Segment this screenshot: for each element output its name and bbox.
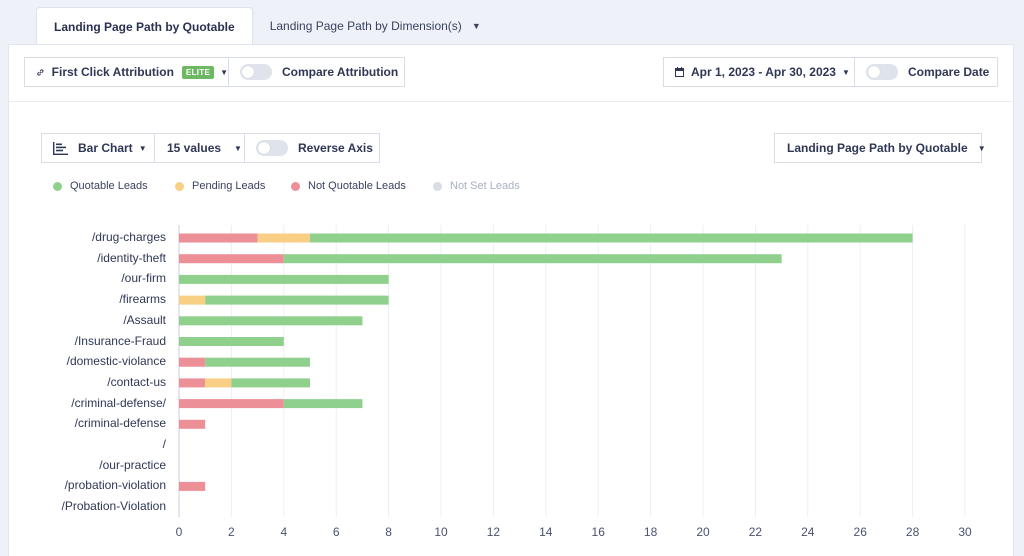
y-tick-label: /criminal-defense: [74, 416, 166, 431]
y-tick-label: /Probation-Violation: [61, 499, 166, 514]
legend-dot: [433, 181, 442, 191]
legend-item-quotable[interactable]: Quotable Leads: [53, 180, 148, 192]
caret-down-icon: ▼: [471, 21, 481, 31]
x-tick-label: 4: [280, 525, 287, 539]
attribution-label: First Click Attribution: [51, 65, 174, 79]
filter-toolbar: First Click Attribution ELITE ▼ Compare …: [9, 45, 1015, 102]
compare-attribution-toggle[interactable]: Compare Attribution: [228, 57, 405, 87]
x-tick-label: 20: [696, 525, 710, 539]
elite-badge: ELITE: [181, 65, 215, 79]
x-tick-label: 8: [385, 525, 392, 539]
legend-item-not-set[interactable]: Not Set Leads: [433, 180, 520, 192]
reverse-axis-label: Reverse Axis: [298, 141, 373, 155]
legend-label: Pending Leads: [192, 180, 266, 192]
x-tick-label: 16: [592, 525, 606, 539]
bar-segment-quotable[interactable]: [179, 274, 389, 284]
y-tick-label: /drug-charges: [91, 230, 166, 244]
y-tick-label: /Insurance-Fraud: [74, 333, 166, 348]
toggle-switch[interactable]: [866, 64, 898, 80]
toggle-switch[interactable]: [240, 64, 272, 80]
x-tick-label: 22: [749, 525, 763, 539]
legend-item-pending[interactable]: Pending Leads: [175, 180, 265, 192]
x-tick-label: 10: [434, 525, 448, 539]
tab-label: Landing Page Path by Dimension(s): [269, 19, 462, 33]
y-axis-labels: /drug-charges/identity-theft/our-firm/fi…: [9, 45, 166, 556]
x-tick-label: 12: [487, 525, 501, 539]
dimension-select-label: Landing Page Path by Quotable: [787, 141, 968, 155]
bar-segment-not-quotable[interactable]: [179, 399, 284, 409]
caret-down-icon: ▼: [977, 143, 986, 153]
caret-down-icon: ▼: [234, 143, 242, 153]
legend-dot: [291, 181, 300, 191]
y-tick-label: /identity-theft: [97, 250, 166, 265]
bar-segment-quotable[interactable]: [179, 337, 284, 346]
x-tick-label: 18: [644, 525, 658, 539]
bar-segment-pending[interactable]: [257, 233, 310, 243]
legend-label: Not Quotable Leads: [308, 180, 406, 192]
bar-segment-pending[interactable]: [179, 295, 206, 305]
compare-date-label: Compare Date: [908, 65, 990, 79]
bar-segment-quotable[interactable]: [231, 378, 310, 388]
bar-segment-not-quotable[interactable]: [179, 378, 206, 388]
date-range-value: Apr 1, 2023 - Apr 30, 2023: [691, 65, 836, 79]
legend-label: Not Set Leads: [450, 180, 520, 192]
bar-segment-quotable[interactable]: [205, 295, 389, 305]
x-tick-label: 24: [801, 525, 815, 539]
chart-type-dropdown[interactable]: Bar Chart ▼: [41, 133, 155, 163]
link-icon: [37, 68, 44, 76]
legend-label: Quotable Leads: [70, 180, 148, 192]
compare-attribution-label: Compare Attribution: [282, 65, 399, 79]
bar-segment-not-quotable[interactable]: [179, 233, 258, 243]
legend-item-not-quotable[interactable]: Not Quotable Leads: [291, 180, 406, 192]
report-panel: First Click Attribution ELITE ▼ Compare …: [8, 44, 1015, 556]
dimension-select[interactable]: Landing Page Path by Quotable ▼: [774, 133, 986, 163]
tab-landing-page-by-dimension[interactable]: Landing Page Path by Dimension(s) ▼: [253, 7, 498, 45]
bar-segment-quotable[interactable]: [283, 254, 782, 264]
y-tick-label: /: [162, 437, 166, 451]
bar-chart-icon: [53, 141, 68, 155]
bar-segment-pending[interactable]: [205, 378, 232, 388]
bar-segment-quotable[interactable]: [283, 399, 363, 409]
bar-segment-quotable[interactable]: [205, 357, 310, 367]
y-tick-label: /contact-us: [107, 374, 166, 389]
legend-dot: [175, 181, 184, 191]
attribution-dropdown[interactable]: First Click Attribution ELITE ▼: [24, 57, 229, 87]
compare-date-toggle[interactable]: Compare Date: [854, 57, 998, 87]
bar-segment-not-quotable[interactable]: [179, 481, 206, 491]
bar-segment-quotable[interactable]: [179, 316, 363, 326]
x-tick-label: 6: [333, 525, 340, 539]
y-tick-label: /our-firm: [121, 271, 166, 286]
bar-segment-not-quotable[interactable]: [179, 419, 206, 429]
caret-down-icon: ▼: [138, 143, 147, 153]
report-tabs: Landing Page Path by Quotable Landing Pa…: [36, 7, 498, 45]
y-tick-label: /domestic-violance: [66, 354, 166, 369]
chart-type-label: Bar Chart: [78, 141, 133, 155]
x-tick-label: 0: [176, 525, 183, 539]
bar-segment-not-quotable[interactable]: [179, 357, 206, 367]
values-count-label: 15 values: [167, 141, 222, 155]
bar-segment-quotable[interactable]: [310, 233, 913, 243]
x-tick-label: 2: [228, 525, 235, 539]
y-tick-label: /our-practice: [99, 457, 166, 472]
x-tick-label: 30: [958, 525, 972, 539]
bar-segment-not-quotable[interactable]: [179, 254, 284, 264]
y-tick-label: /firearms: [119, 292, 166, 307]
calendar-icon: [675, 67, 684, 77]
x-tick-label: 26: [854, 525, 868, 539]
toggle-switch[interactable]: [256, 140, 288, 156]
tab-landing-page-by-quotable[interactable]: Landing Page Path by Quotable: [36, 7, 253, 45]
y-tick-label: /probation-violation: [64, 478, 166, 493]
legend-dot: [53, 181, 62, 191]
y-tick-label: /criminal-defense/: [71, 395, 166, 410]
reverse-axis-toggle[interactable]: Reverse Axis: [244, 133, 380, 163]
bar-chart: 0 2 4 6 8 10 12 14 16 18 20 22 24 26 28 30: [176, 225, 972, 539]
x-tick-label: 14: [539, 525, 553, 539]
caret-down-icon: ▼: [841, 67, 850, 77]
caret-down-icon: ▼: [220, 67, 228, 77]
y-tick-label: /Assault: [123, 312, 166, 327]
tab-label: Landing Page Path by Quotable: [54, 19, 235, 34]
x-tick-label: 28: [906, 525, 920, 539]
